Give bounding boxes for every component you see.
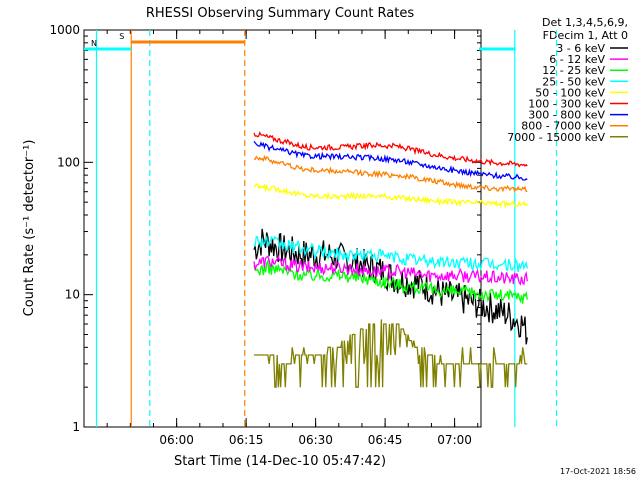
footer-date: 17-Oct-2021 18:56 [560, 467, 636, 476]
legend-entry-label: 100 - 300 keV [528, 98, 605, 111]
legend-entry-label: 6 - 12 keV [549, 53, 605, 66]
series-line [253, 234, 528, 273]
chart-title: RHESSI Observing Summary Count Rates [146, 6, 415, 21]
time-markers: SN [84, 30, 558, 427]
legend-entry-label: 800 - 7000 keV [521, 120, 605, 133]
series-line [253, 131, 528, 168]
flag-label: S [119, 32, 124, 41]
data-series [253, 131, 528, 388]
legend-header-line-1: Det 1,3,4,5,6,9, [542, 16, 628, 29]
x-tick-label: 06:15 [229, 433, 264, 447]
legend-header-line-2: FDecim 1, Att 0 [543, 29, 628, 42]
legend-entry-label: 25 - 50 keV [542, 75, 605, 88]
axes: 1 10 100 1000 06:00 06:15 06:30 06:45 07:00 [49, 23, 482, 447]
plot-frame [83, 29, 482, 428]
y-tick-label: 1 [72, 420, 80, 434]
series-line [253, 182, 528, 209]
legend-entry-label: 12 - 25 keV [542, 64, 605, 77]
legend-entry-label: 50 - 100 keV [535, 86, 605, 99]
x-tick-label: 06:45 [368, 433, 403, 447]
series-line [253, 254, 528, 286]
x-axis-label: Start Time (14-Dec-10 05:47:42) [174, 454, 386, 469]
series-line [253, 140, 528, 181]
y-tick-label: 100 [57, 155, 80, 169]
y-tick-label: 1000 [49, 23, 80, 37]
x-tick-label: 06:00 [159, 433, 194, 447]
legend-entry-label: 300 - 800 keV [528, 109, 605, 122]
y-axis-label: Count Rate (s⁻¹ detector⁻¹) [22, 140, 37, 317]
legend-entry-label: 3 - 6 keV [556, 42, 605, 55]
x-tick-label: 06:30 [298, 433, 333, 447]
legend-entry-label: 7000 - 15000 keV [507, 131, 605, 144]
y-tick-label: 10 [65, 288, 80, 302]
series-line [254, 319, 528, 388]
series-line [253, 258, 528, 304]
legend-header: Det 1,3,4,5,6,9, FDecim 1, Att 0 [542, 16, 628, 42]
x-tick-label: 07:00 [437, 433, 472, 447]
series-line [254, 154, 528, 193]
flag-label: N [91, 39, 97, 48]
